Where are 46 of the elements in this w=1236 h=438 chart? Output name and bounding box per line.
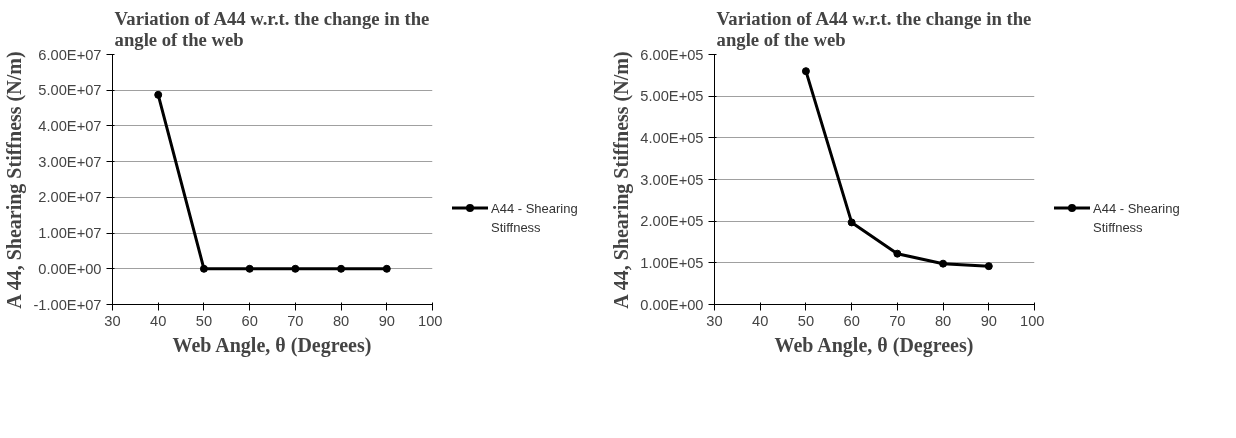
y-axis-title: A 44, Shearing Stiffness (N/m) (610, 51, 634, 309)
x-tick-label: 50 (797, 312, 815, 329)
y-tick-label: -1.00E+07 (33, 296, 102, 313)
x-tick-label: 90 (980, 312, 997, 329)
y-tick-label: 5.00E+05 (640, 88, 704, 105)
x-tick-label: 80 (332, 312, 350, 329)
y-tick-label: 2.00E+05 (640, 213, 704, 230)
point (984, 262, 993, 271)
legend-item: A44 - Shearing Stiffness (452, 200, 591, 238)
x-axis-title: Web Angle, θ (Degrees) (774, 333, 974, 357)
y-axis-title: A 44, Shearing Stiffness (N/m) (3, 51, 27, 309)
y-tick-label: 2.00E+07 (38, 189, 102, 206)
x-tick-label: 40 (752, 312, 769, 329)
y-tick-label: 0.00E+00 (38, 260, 102, 277)
x-axis-title: Web Angle, θ (Degrees) (172, 333, 372, 357)
x-tick-label: 100 (418, 312, 443, 329)
y-tick-label: 4.00E+07 (38, 117, 102, 134)
legend-label: A44 - Shearing Stiffness (491, 200, 579, 237)
y-tick-label: 6.00E+05 (640, 46, 704, 63)
y-tick-label: 4.00E+05 (640, 129, 704, 146)
y-tick-label: 1.00E+05 (640, 254, 704, 271)
x-tick-label: 70 (889, 312, 906, 329)
x-tick-label: 40 (150, 312, 167, 329)
point (847, 218, 856, 227)
point (801, 67, 810, 76)
x-tick-label: 50 (195, 312, 213, 329)
x-tick-label: 30 (706, 312, 723, 329)
y-tick-label: 1.00E+07 (38, 225, 102, 242)
point (939, 259, 948, 268)
chart-title: Variation of A44 w.r.t. the change in the angle of the web (114, 7, 430, 50)
x-tick-label: 60 (241, 312, 258, 329)
y-tick-label: 3.00E+05 (640, 171, 704, 188)
x-tick-label: 70 (287, 312, 304, 329)
x-tick-label: 30 (104, 312, 121, 329)
x-tick-label: 80 (934, 312, 952, 329)
y-tick-label: 3.00E+07 (38, 153, 102, 170)
x-tick-label: 100 (1020, 312, 1045, 329)
x-tick-label: 60 (843, 312, 860, 329)
legend-label: A44 - Shearing Stiffness (1093, 200, 1181, 237)
point (893, 249, 902, 258)
y-tick-label: 5.00E+07 (38, 82, 102, 99)
y-tick-label: 0.00E+00 (640, 296, 704, 313)
x-tick-label: 90 (378, 312, 395, 329)
chart-title: Variation of A44 w.r.t. the change in the angle of the web (716, 7, 1032, 50)
y-tick-label: 6.00E+07 (38, 46, 102, 63)
legend-item: A44 - Shearing Stiffness (1054, 200, 1193, 238)
